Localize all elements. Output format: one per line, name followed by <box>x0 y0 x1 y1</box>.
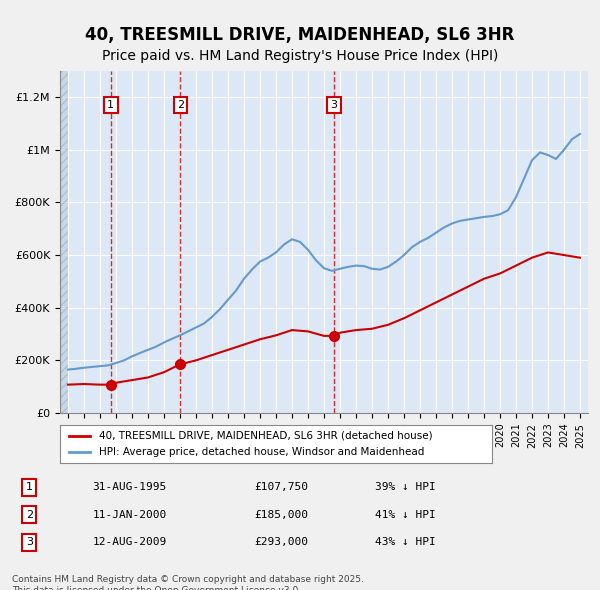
Text: 1: 1 <box>26 483 33 492</box>
Text: £293,000: £293,000 <box>254 537 308 547</box>
Bar <box>60 71 68 413</box>
Text: £107,750: £107,750 <box>254 483 308 492</box>
Text: 2: 2 <box>177 100 184 110</box>
Text: 12-AUG-2009: 12-AUG-2009 <box>92 537 167 547</box>
Text: 11-JAN-2000: 11-JAN-2000 <box>92 510 167 520</box>
Text: 40, TREESMILL DRIVE, MAIDENHEAD, SL6 3HR: 40, TREESMILL DRIVE, MAIDENHEAD, SL6 3HR <box>85 27 515 44</box>
Text: HPI: Average price, detached house, Windsor and Maidenhead: HPI: Average price, detached house, Wind… <box>99 447 424 457</box>
Text: £185,000: £185,000 <box>254 510 308 520</box>
Text: 3: 3 <box>331 100 337 110</box>
Text: 40, TREESMILL DRIVE, MAIDENHEAD, SL6 3HR (detached house): 40, TREESMILL DRIVE, MAIDENHEAD, SL6 3HR… <box>99 431 433 441</box>
Text: 43% ↓ HPI: 43% ↓ HPI <box>375 537 436 547</box>
Text: Contains HM Land Registry data © Crown copyright and database right 2025.
This d: Contains HM Land Registry data © Crown c… <box>12 575 364 590</box>
Text: 3: 3 <box>26 537 33 547</box>
Text: 39% ↓ HPI: 39% ↓ HPI <box>375 483 436 492</box>
Text: 31-AUG-1995: 31-AUG-1995 <box>92 483 167 492</box>
Text: 41% ↓ HPI: 41% ↓ HPI <box>375 510 436 520</box>
Text: 2: 2 <box>26 510 33 520</box>
Text: Price paid vs. HM Land Registry's House Price Index (HPI): Price paid vs. HM Land Registry's House … <box>102 49 498 63</box>
Text: 1: 1 <box>107 100 114 110</box>
